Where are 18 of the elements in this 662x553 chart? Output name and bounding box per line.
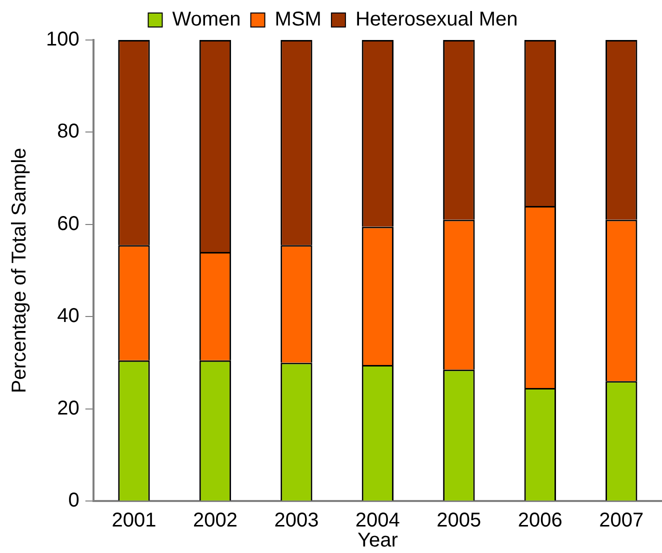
y-tick-label: 60 xyxy=(57,212,80,235)
y-axis-title: Percentage of Total Sample xyxy=(8,148,31,394)
x-tick-label: 2002 xyxy=(192,510,238,532)
x-tick-label: 2005 xyxy=(436,510,482,532)
legend-label: Women xyxy=(172,8,241,31)
x-tick-label: 2007 xyxy=(599,510,644,532)
legend-label: MSM xyxy=(274,8,322,31)
x-tick-label: 2006 xyxy=(518,510,562,532)
x-axis-title: Year xyxy=(357,530,398,552)
legend-label: Heterosexual Men xyxy=(355,8,518,31)
y-tick-label: 80 xyxy=(57,120,80,143)
y-tick-label: 40 xyxy=(57,305,80,328)
y-tick-label: 20 xyxy=(57,397,80,420)
x-tick-label: 2001 xyxy=(112,510,156,532)
y-tick-label: 100 xyxy=(46,28,80,51)
x-tick-label: 2004 xyxy=(355,510,400,532)
y-tick-label: 0 xyxy=(68,490,80,512)
x-tick-label: 2003 xyxy=(274,510,319,532)
